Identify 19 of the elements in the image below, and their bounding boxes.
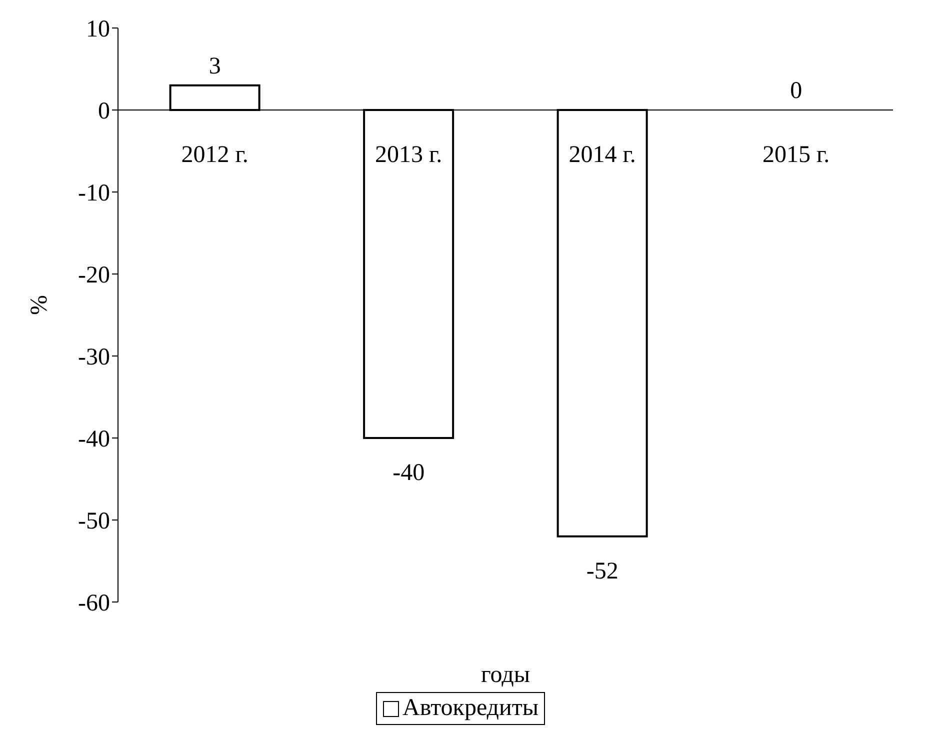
y-axis-title: % — [26, 295, 53, 315]
y-tick-label: -30 — [78, 344, 110, 371]
y-tick-label: -40 — [78, 426, 110, 453]
x-tick-label: 2015 г. — [762, 142, 830, 168]
y-tick-label: -50 — [78, 508, 110, 535]
legend-label: Автокредиты — [402, 695, 538, 722]
x-tick-label: 2013 г. — [375, 142, 442, 168]
x-tick-label: 2012 г. — [181, 142, 248, 168]
data-label: 3 — [208, 53, 221, 80]
data-label: -52 — [586, 558, 618, 584]
x-axis-title: годы — [481, 662, 530, 688]
y-tick-label: -10 — [78, 180, 110, 207]
y-tick-label: 10 — [86, 16, 110, 43]
y-tick-label: -20 — [78, 262, 110, 289]
data-label: -40 — [392, 460, 425, 486]
y-tick-label: 0 — [98, 98, 110, 125]
y-tick-label: -60 — [78, 590, 110, 617]
x-tick-label: 2014 г. — [568, 142, 636, 168]
data-label: 0 — [790, 78, 802, 104]
